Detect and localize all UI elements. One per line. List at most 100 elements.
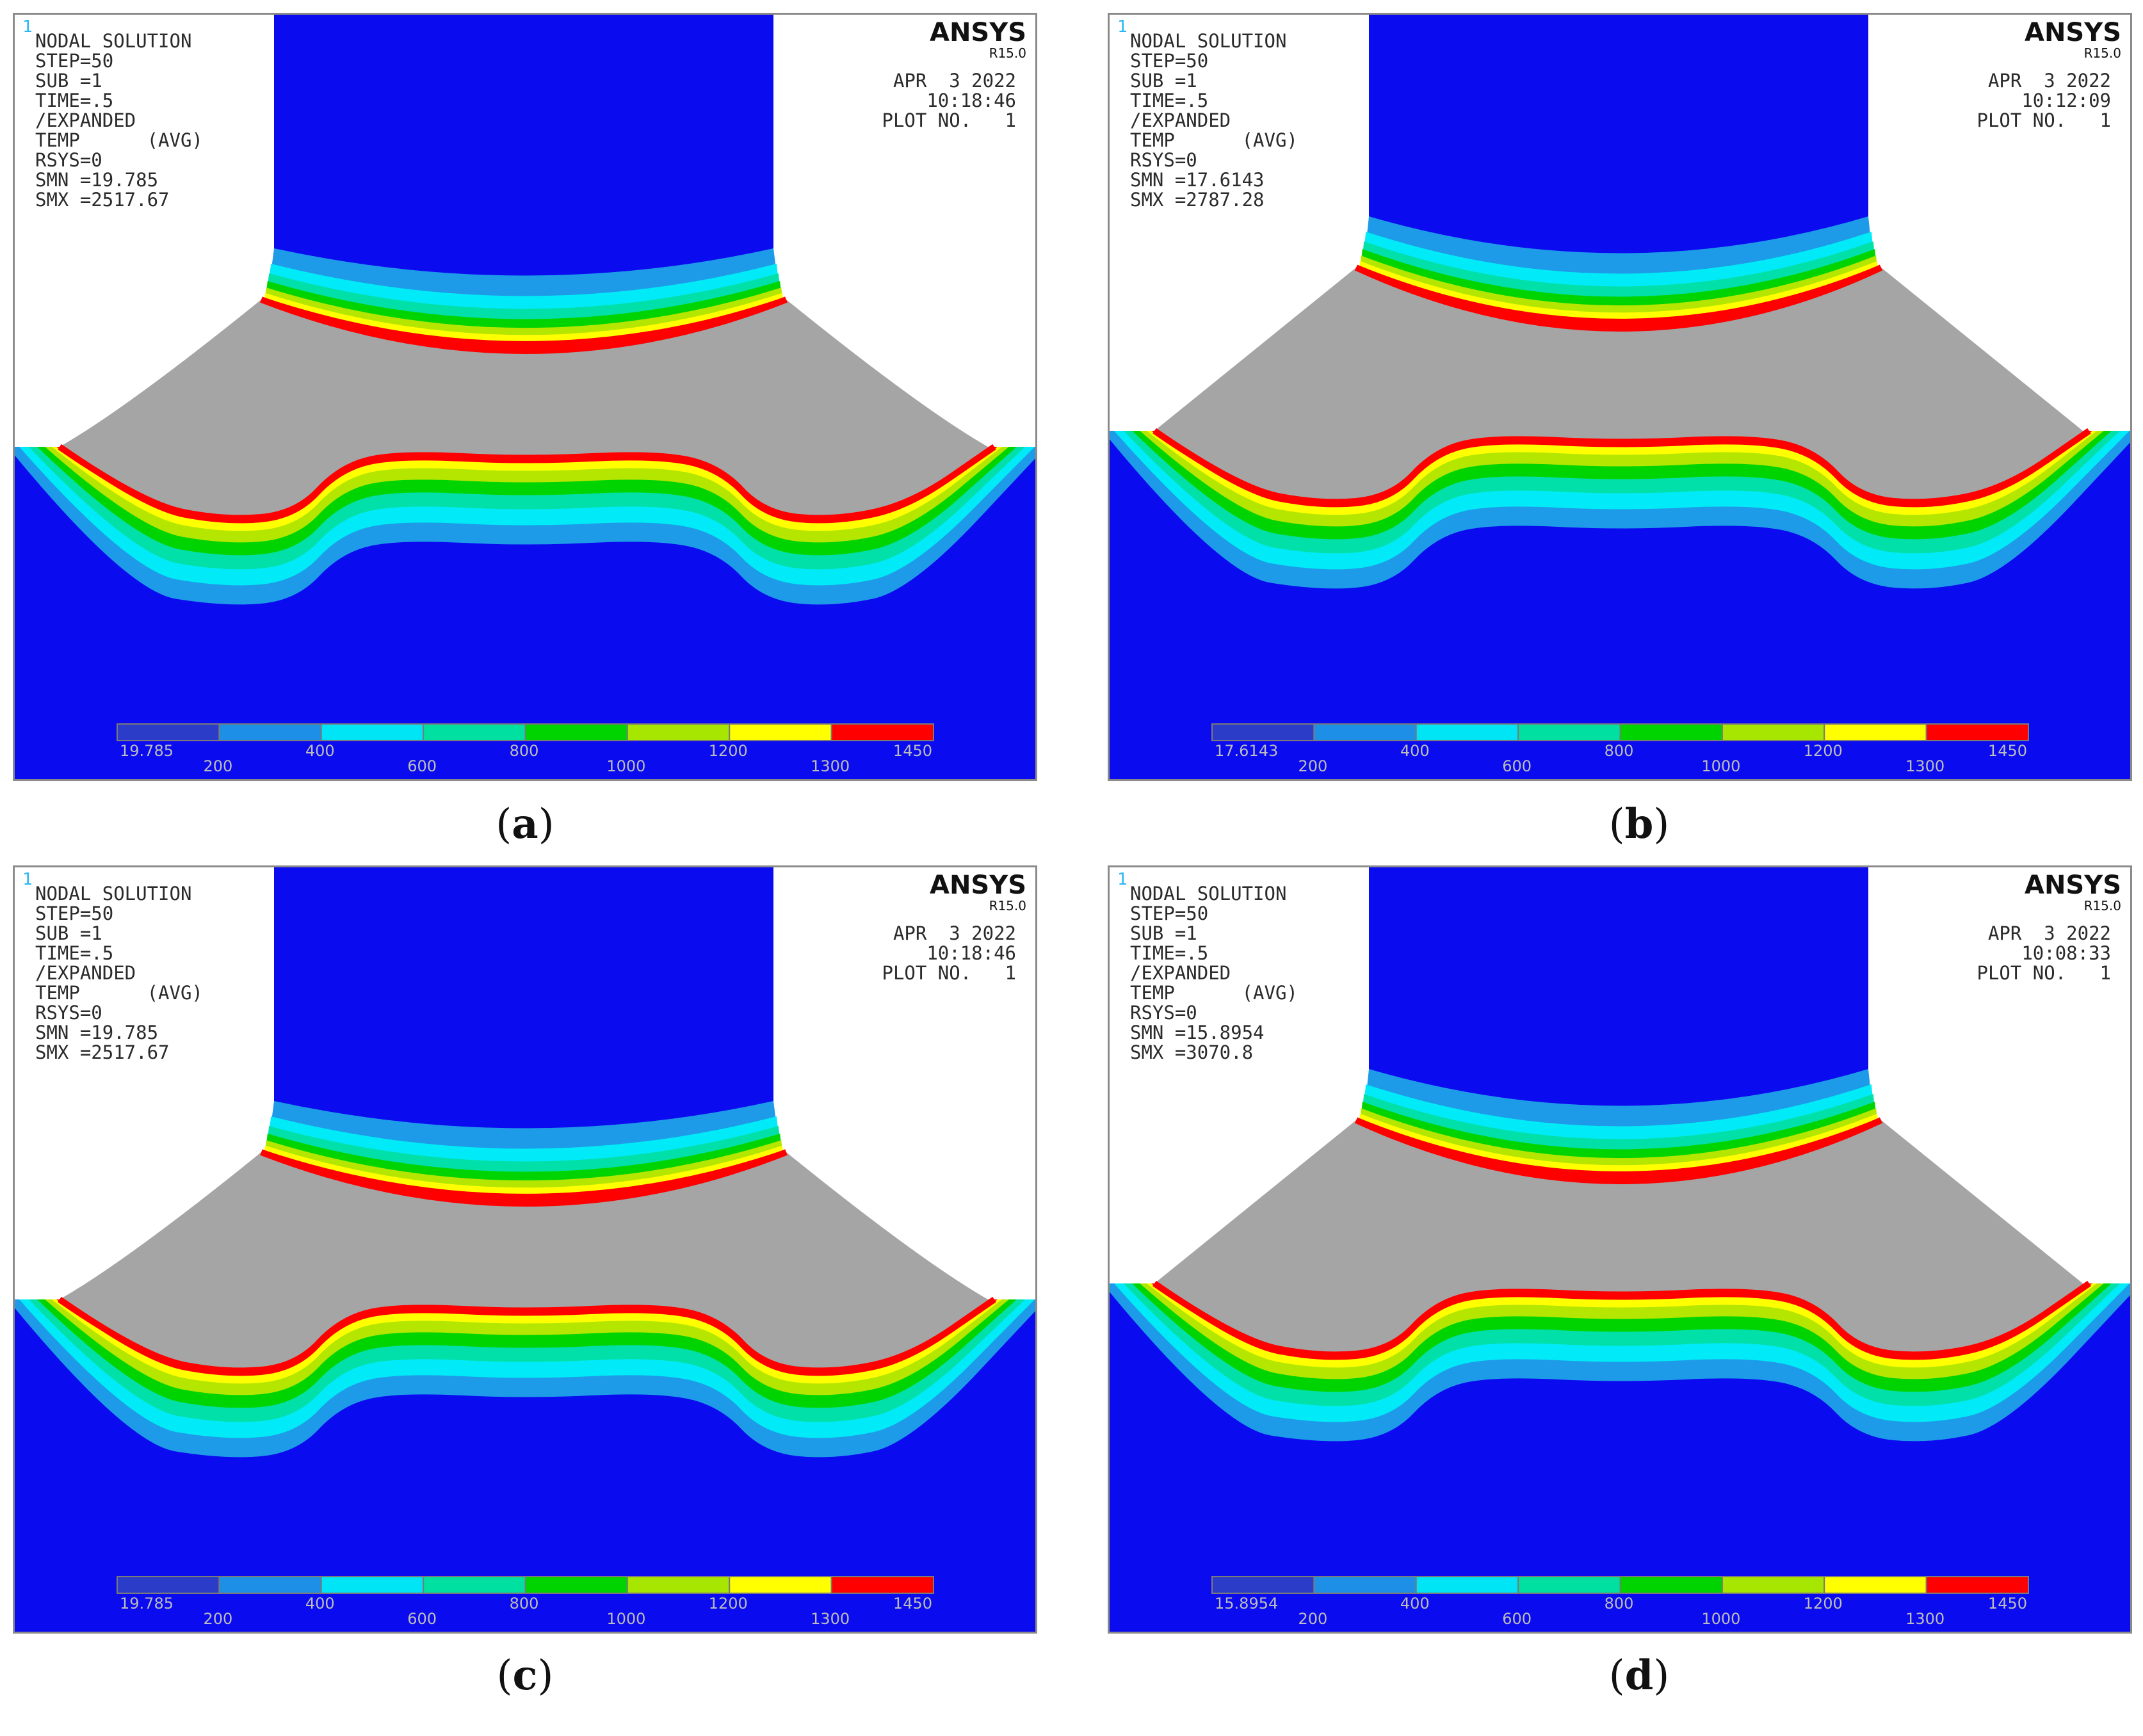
info-line: TIME=.5	[35, 90, 114, 111]
info-line: NODAL SOLUTION	[35, 30, 192, 52]
legend-tick-3: 800	[1605, 742, 1634, 760]
legend-tick-3: 800	[1605, 1595, 1634, 1612]
info-line: /EXPANDED	[35, 962, 136, 984]
ansys-logo: ANSYS R15.0	[2025, 871, 2121, 912]
info-line: STEP=50	[35, 903, 114, 924]
legend-swatch-6	[729, 1576, 832, 1594]
legend-swatch-7	[1925, 1576, 2029, 1594]
stamp-line: 10:08:33	[2021, 942, 2111, 964]
info-line: TIME=.5	[35, 942, 114, 964]
info-line: RSYS=0	[1130, 1002, 1197, 1024]
legend-swatch-3	[423, 723, 526, 741]
legend-swatch-4	[524, 1576, 628, 1594]
stamp-line: APR 3 2022	[893, 70, 1016, 92]
legend-swatch-1	[218, 723, 322, 741]
info-line: SUB =1	[35, 922, 102, 944]
info-line: /EXPANDED	[35, 109, 136, 131]
info-line: /EXPANDED	[1130, 962, 1231, 984]
legend-tick-3: 800	[510, 742, 539, 760]
legend-swatch-1	[218, 1576, 322, 1594]
legend-swatch-4	[1619, 1576, 1723, 1594]
legend-tick-5: 1200	[1804, 742, 1843, 760]
solution-info-block: NODAL SOLUTION STEP=50 SUB =1 TIME=.5/EXPAN…	[1130, 31, 1298, 210]
info-line: SMX =2517.67	[35, 1041, 170, 1063]
stamp-line: APR 3 2022	[1987, 922, 2111, 944]
legend-swatch-2	[1415, 723, 1519, 741]
lower-fusion-line	[1152, 1280, 2091, 1358]
legend-tick-4: 1000	[606, 1610, 645, 1628]
info-line: /EXPANDED	[1130, 109, 1231, 131]
legend-tick-0: 200	[203, 757, 232, 775]
window-number: 1	[22, 870, 33, 889]
info-line: SMX =2787.28	[1130, 189, 1265, 211]
stamp-line: APR 3 2022	[893, 922, 1016, 944]
stamp-line: 10:12:09	[2021, 90, 2111, 111]
legend-swatch-7	[830, 1576, 934, 1594]
stamp-line: 10:18:46	[926, 942, 1016, 964]
legend-swatch-6	[1824, 723, 1927, 741]
legend-tick-6: 1300	[811, 1610, 850, 1628]
molten-nugget-region	[60, 1152, 994, 1371]
info-line: SUB =1	[1130, 922, 1197, 944]
brand-release: R15.0	[989, 898, 1026, 913]
legend-tick-7: 1450	[1988, 1595, 2027, 1612]
brand-release: R15.0	[2083, 898, 2121, 913]
legend-swatch-7	[1925, 723, 2029, 741]
info-line: TEMP (AVG)	[1130, 129, 1298, 151]
stamp-line: PLOT NO. 1	[882, 962, 1016, 984]
info-line: TEMP (AVG)	[1130, 982, 1298, 1004]
legend-tick-2: 600	[407, 1610, 437, 1628]
legend-swatch-7	[830, 723, 934, 741]
solution-info-block: NODAL SOLUTION STEP=50 SUB =1 TIME=.5/EXPAN…	[1130, 884, 1298, 1063]
legend-swatch-5	[626, 1576, 731, 1594]
info-line: SMN =15.8954	[1130, 1022, 1265, 1043]
legend-swatch-2	[320, 1576, 425, 1594]
legend-swatch-0	[117, 723, 220, 741]
legend-swatch-4	[524, 723, 628, 741]
legend-tick-1: 400	[1400, 1595, 1430, 1612]
brand-release: R15.0	[2083, 45, 2121, 61]
legend-swatch-0	[1211, 723, 1315, 741]
legend-tick-min: 17.6143	[1215, 742, 1278, 760]
legend-swatch-3	[1517, 723, 1621, 741]
legend-swatch-1	[1313, 1576, 1417, 1594]
info-line: STEP=50	[35, 50, 114, 72]
legend-swatch-6	[1824, 1576, 1927, 1594]
date-time-stamp: APR 3 2022 10:18:46 PLOT NO. 1	[882, 924, 1016, 983]
legend-swatch-1	[1313, 723, 1417, 741]
legend-tick-4: 1000	[606, 757, 645, 775]
info-line: SMN =19.785	[35, 169, 159, 191]
ansys-logo: ANSYS R15.0	[930, 19, 1026, 60]
temperature-contour-plot: 19.785 200 400 600 800 1000 1200 1300 1450	[15, 15, 1035, 779]
window-number: 1	[1117, 870, 1128, 889]
legend-tick-0: 200	[1298, 757, 1327, 775]
legend-swatch-2	[320, 723, 425, 741]
legend-swatch-3	[1517, 1576, 1621, 1594]
molten-nugget-region	[1154, 1120, 2089, 1355]
legend-swatch-0	[117, 1576, 220, 1594]
info-line: TEMP (AVG)	[35, 982, 203, 1004]
legend-tick-6: 1300	[1905, 757, 1945, 775]
ansys-logo: ANSYS R15.0	[2025, 19, 2121, 60]
stamp-line: APR 3 2022	[1987, 70, 2111, 92]
ansys-logo: ANSYS R15.0	[930, 871, 1026, 912]
panel-caption-d: (d)	[1608, 1652, 1670, 1700]
legend-swatch-5	[626, 723, 731, 741]
legend-swatch-4	[1619, 723, 1723, 741]
brand-release: R15.0	[989, 45, 1026, 61]
info-line: NODAL SOLUTION	[1130, 30, 1287, 52]
legend-tick-2: 600	[1502, 757, 1532, 775]
legend-tick-3: 800	[510, 1595, 539, 1612]
legend-tick-6: 1300	[811, 757, 850, 775]
upper-fusion-line	[260, 1149, 788, 1207]
info-line: SMN =19.785	[35, 1022, 159, 1043]
upper-fusion-line	[1354, 1117, 1883, 1184]
legend-tick-4: 1000	[1701, 1610, 1740, 1628]
legend-swatch-3	[423, 1576, 526, 1594]
panel-b: 17.6143 200 400 600 800 1000 1200 1300 1450 1 NODA…	[1108, 13, 2132, 781]
info-line: RSYS=0	[35, 149, 102, 171]
panel-caption-c: (c)	[496, 1652, 554, 1700]
temperature-contour-plot: 17.6143 200 400 600 800 1000 1200 1300 1450	[1110, 15, 2130, 779]
brand-name: ANSYS	[929, 18, 1026, 47]
info-line: STEP=50	[1130, 903, 1209, 924]
